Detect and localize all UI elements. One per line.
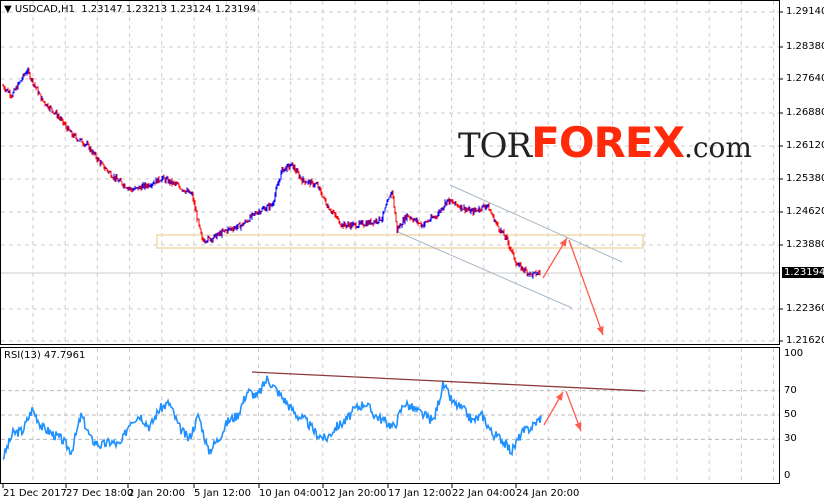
- time-tick-label: 5 Jan 12:00: [194, 488, 251, 499]
- arrow-down: [568, 239, 604, 336]
- rsi-panel-frame: [0, 347, 780, 484]
- time-tick-label: 24 Jan 20:00: [516, 488, 580, 499]
- dropdown-triangle-icon[interactable]: ▼: [4, 4, 12, 15]
- torforex-logo: TOR FOREX .com: [458, 118, 752, 167]
- time-tick-label: 12 Jan 20:00: [323, 488, 387, 499]
- price-tick-label: 1.27640: [786, 73, 824, 84]
- arrow-down-head: [596, 326, 604, 335]
- price-tick-label: 1.22360: [786, 303, 824, 314]
- time-tick-label: 27 Dec 18:00: [66, 488, 134, 499]
- price-tick-label: 1.26120: [786, 140, 824, 151]
- time-tick-label: 2 Jan 20:00: [128, 488, 185, 499]
- logo-com: .com: [683, 131, 752, 164]
- rsi-tick-label: 100: [784, 348, 804, 359]
- open-price: 1.23147: [81, 4, 123, 15]
- logo-tor: TOR: [458, 126, 532, 166]
- low-price: 1.23124: [170, 4, 212, 15]
- rsi-trendline: [251, 371, 646, 392]
- price-tick-label: 1.24620: [786, 206, 824, 217]
- current-price-label: 1.23194: [782, 267, 824, 278]
- close-price: 1.23194: [214, 4, 257, 15]
- rsi-tick-label: 30: [784, 433, 797, 445]
- arrow-up-head: [559, 238, 567, 247]
- price-tick-label: 1.23880: [786, 239, 824, 250]
- logo-forex: FOREX: [531, 118, 685, 167]
- high-price: 1.23213: [125, 4, 168, 15]
- time-tick-label: 22 Jan 04:00: [452, 488, 516, 499]
- symbol: USDCAD,H1: [14, 4, 75, 15]
- price-tick-label: 1.21620: [786, 335, 824, 346]
- rsi-line: [2, 375, 542, 460]
- time-tick-label: 10 Jan 04:00: [259, 488, 323, 499]
- price-tick-label: 1.28380: [786, 41, 824, 52]
- rsi-tick-label: 0: [784, 470, 791, 481]
- channel-upper-line: [449, 184, 623, 263]
- time-tick-label: 17 Jan 12:00: [388, 488, 452, 499]
- chart-header: ▼ USDCAD,H1 1.23147 1.23213 1.23124 1.23…: [4, 4, 256, 15]
- support-zone: [156, 234, 644, 249]
- rsi-arrow-down-head: [574, 422, 582, 431]
- channel-lower-line: [397, 231, 573, 309]
- rsi-arrow-up-head: [555, 392, 563, 401]
- rsi-tick-label: 70: [784, 384, 797, 396]
- rsi-tick-label: 50: [784, 409, 797, 420]
- price-tick-label: 1.25380: [786, 173, 824, 184]
- time-tick-label: 21 Dec 2017: [3, 488, 67, 499]
- price-tick-label: 1.29140: [786, 6, 824, 17]
- main-panel-frame: [0, 0, 780, 345]
- price-tick-label: 1.26880: [786, 107, 824, 118]
- rsi-title: RSI(13) 47.7961: [4, 350, 86, 361]
